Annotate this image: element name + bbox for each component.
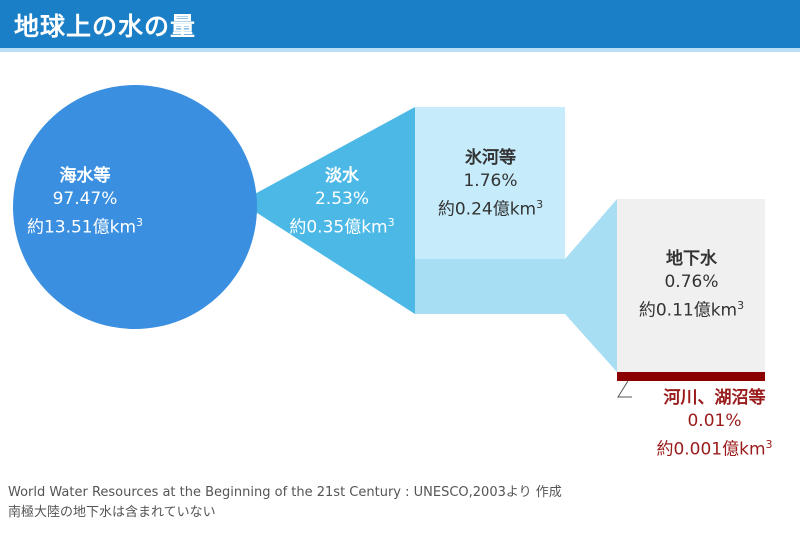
header-divider (0, 48, 800, 52)
groundwater-percent: 0.76% (664, 272, 719, 292)
groundwater-name: 地下水 (666, 249, 717, 269)
fresh-water-name: 淡水 (325, 166, 359, 186)
sea-water-percent: 97.47% (52, 189, 118, 209)
fresh-water-triangle (240, 107, 415, 314)
title-bar: 地球上の水の量 (0, 0, 800, 48)
groundwater-box (617, 199, 765, 372)
rivers-name: 河川、湖沼等 (663, 388, 766, 408)
glacier-amount: 約0.24億km3 (437, 198, 544, 220)
rivers-percent: 0.01% (687, 411, 742, 431)
fresh-water-percent: 2.53% (314, 189, 369, 209)
glacier-percent: 1.76% (463, 171, 518, 191)
groundwater-amount: 約0.11億km3 (638, 299, 745, 321)
rivers-leader-line (617, 380, 632, 398)
page-title: 地球上の水の量 (14, 12, 197, 41)
water-diagram (13, 85, 765, 398)
source-note: World Water Resources at the Beginning o… (8, 485, 562, 500)
rivers-label: 河川、湖沼等 0.01% 約0.001億km3 (632, 387, 797, 462)
glacier-box (415, 107, 565, 259)
sea-water-amount: 約13.51億km3 (26, 216, 144, 238)
rivers-amount: 約0.001億km3 (656, 438, 773, 460)
groundwater-feed-band (415, 259, 565, 314)
groundwater-funnel (565, 199, 617, 372)
sea-water-name: 海水等 (59, 166, 111, 186)
fresh-water-label: 淡水 2.53% 約0.35億km3 (272, 165, 412, 240)
groundwater-label: 地下水 0.76% 約0.11億km3 (619, 248, 764, 323)
glacier-name: 氷河等 (465, 148, 516, 168)
sea-water-label: 海水等 97.47% 約13.51億km3 (10, 165, 160, 240)
fresh-water-amount: 約0.35億km3 (289, 216, 395, 238)
exclusion-note: 南極大陸の地下水は含まれていない (8, 505, 216, 520)
glacier-label: 氷河等 1.76% 約0.24億km3 (418, 147, 563, 222)
rivers-bar (617, 372, 765, 381)
sea-water-circle (13, 85, 257, 329)
